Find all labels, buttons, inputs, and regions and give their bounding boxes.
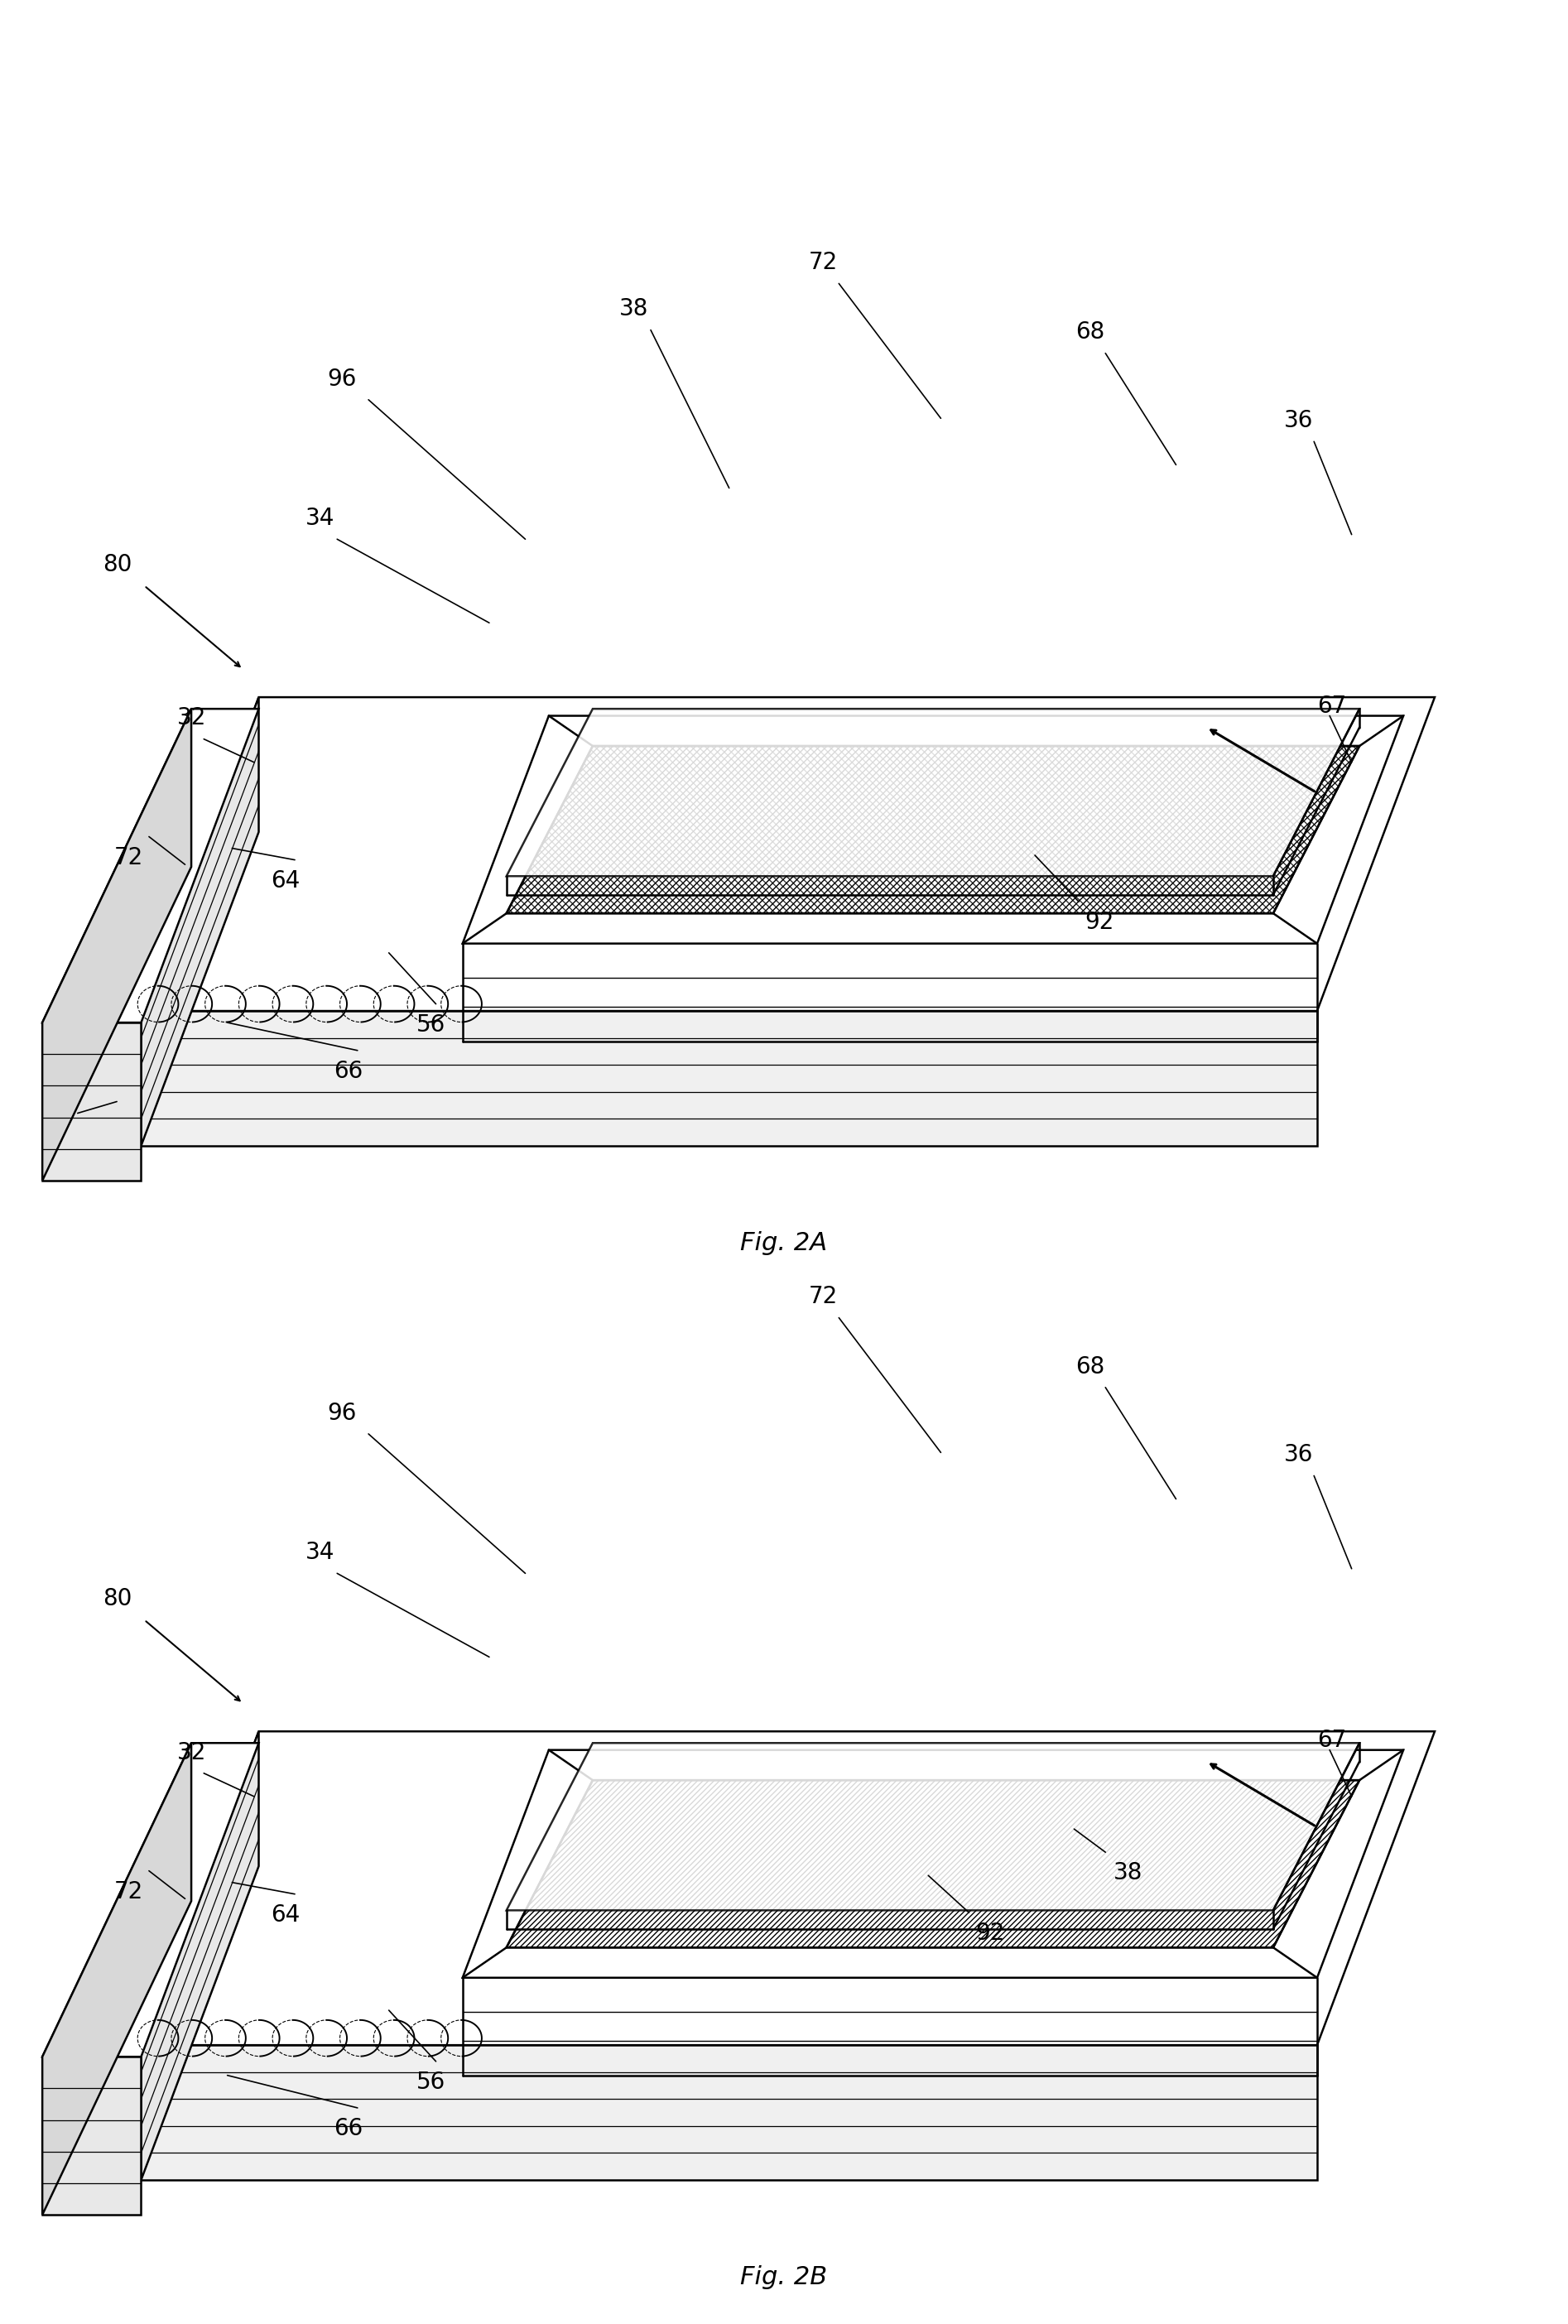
Text: 80: 80 (103, 1587, 132, 1611)
Polygon shape (506, 1780, 1359, 1948)
Text: 36: 36 (1284, 409, 1312, 432)
Polygon shape (506, 746, 1359, 913)
Polygon shape (42, 2057, 141, 2215)
Text: 67: 67 (1317, 1729, 1347, 1752)
Polygon shape (141, 697, 259, 1146)
Text: 32: 32 (177, 706, 205, 730)
Polygon shape (42, 1743, 191, 2215)
Polygon shape (506, 709, 1359, 876)
Polygon shape (141, 1731, 1435, 2045)
Text: 66: 66 (334, 1060, 362, 1083)
Text: 56: 56 (417, 1013, 445, 1037)
Text: 68: 68 (1076, 321, 1104, 344)
Polygon shape (463, 1750, 1403, 1978)
Text: Fig. 2A: Fig. 2A (740, 1232, 828, 1255)
Polygon shape (141, 1731, 259, 2180)
Text: 92: 92 (1085, 911, 1115, 934)
Text: 80: 80 (103, 553, 132, 576)
Polygon shape (141, 2045, 1317, 2180)
Polygon shape (141, 697, 1435, 1011)
Text: 72: 72 (809, 1285, 837, 1308)
Text: 38: 38 (619, 297, 648, 321)
Text: 72: 72 (114, 846, 143, 869)
Text: 96: 96 (328, 1401, 356, 1425)
Polygon shape (506, 1743, 1359, 1910)
Text: Fig. 2B: Fig. 2B (740, 2266, 828, 2289)
Text: 96: 96 (328, 367, 356, 390)
Polygon shape (42, 709, 259, 1023)
Polygon shape (42, 1743, 259, 2057)
Text: 32: 32 (177, 1741, 205, 1764)
Polygon shape (463, 716, 1403, 944)
Text: 38: 38 (1113, 1862, 1143, 1885)
Polygon shape (42, 1023, 141, 1181)
Text: 34: 34 (306, 507, 334, 530)
Text: 66: 66 (334, 2117, 362, 2140)
Text: 92: 92 (975, 1922, 1005, 1945)
Polygon shape (141, 1011, 1317, 1146)
Polygon shape (42, 709, 191, 1181)
Text: 67: 67 (1317, 695, 1347, 718)
Text: 34: 34 (306, 1541, 334, 1564)
Text: 68: 68 (1076, 1355, 1104, 1378)
Text: 72: 72 (809, 251, 837, 274)
Text: 36: 36 (1284, 1443, 1312, 1466)
Text: 64: 64 (271, 1903, 299, 1927)
Text: 64: 64 (271, 869, 299, 892)
Text: 56: 56 (417, 2071, 445, 2094)
Text: 72: 72 (114, 1880, 143, 1903)
